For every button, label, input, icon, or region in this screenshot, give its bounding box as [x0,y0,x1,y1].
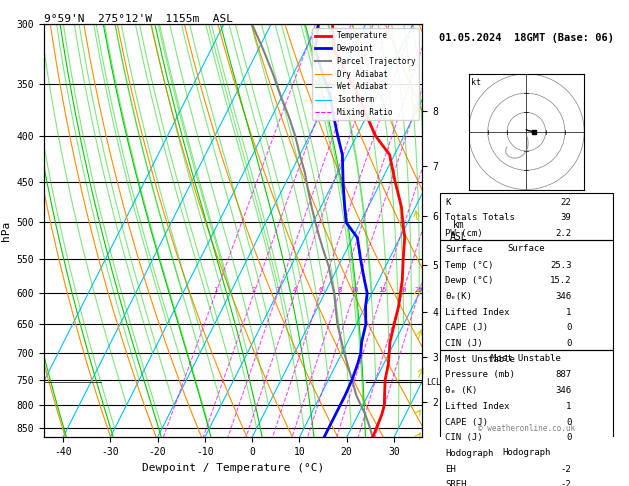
Text: 2.2: 2.2 [555,229,571,238]
Text: CIN (J): CIN (J) [445,339,483,348]
Text: Lifted Index: Lifted Index [445,402,509,411]
Text: Surface: Surface [508,244,545,253]
Text: 25: 25 [415,287,423,293]
Text: EH: EH [445,465,456,474]
Text: 25.3: 25.3 [550,260,571,270]
Text: 2: 2 [252,287,256,293]
Text: Hodograph: Hodograph [445,449,494,458]
Text: CAPE (J): CAPE (J) [445,417,488,427]
Text: Hodograph: Hodograph [502,449,550,457]
Text: θₑ (K): θₑ (K) [445,386,477,395]
Text: 346: 346 [555,292,571,301]
Text: 887: 887 [555,370,571,380]
Text: 20: 20 [398,287,407,293]
Text: LCL: LCL [426,378,441,387]
Text: -2: -2 [560,465,571,474]
Y-axis label: hPa: hPa [1,221,11,241]
Legend: Temperature, Dewpoint, Parcel Trajectory, Dry Adiabat, Wet Adiabat, Isotherm, Mi: Temperature, Dewpoint, Parcel Trajectory… [313,28,418,120]
Text: 3: 3 [276,287,280,293]
Text: 0: 0 [566,434,571,442]
Text: 39: 39 [560,213,571,223]
Text: -2: -2 [560,480,571,486]
Text: 10: 10 [350,287,359,293]
Text: Totals Totals: Totals Totals [445,213,515,223]
Text: SREH: SREH [445,480,467,486]
Text: 1: 1 [566,308,571,317]
Text: 15: 15 [378,287,386,293]
Text: Temp (°C): Temp (°C) [445,260,494,270]
Text: Most Unstable: Most Unstable [491,354,561,363]
Text: CAPE (J): CAPE (J) [445,323,488,332]
Text: 0: 0 [566,417,571,427]
Text: 9°59'N  275°12'W  1155m  ASL: 9°59'N 275°12'W 1155m ASL [44,14,233,23]
Text: Pressure (mb): Pressure (mb) [445,370,515,380]
X-axis label: Dewpoint / Temperature (°C): Dewpoint / Temperature (°C) [142,463,325,473]
Text: Dewp (°C): Dewp (°C) [445,277,494,285]
Text: © weatheronline.co.uk: © weatheronline.co.uk [478,424,575,434]
Y-axis label: km
ASL: km ASL [450,220,467,242]
Text: 1: 1 [214,287,218,293]
Text: 01.05.2024  18GMT (Base: 06): 01.05.2024 18GMT (Base: 06) [439,33,614,43]
Text: 6: 6 [318,287,323,293]
Text: 0: 0 [566,323,571,332]
Text: kt: kt [471,79,481,87]
Text: 1: 1 [566,402,571,411]
Text: θₑ(K): θₑ(K) [445,292,472,301]
Text: 15.2: 15.2 [550,277,571,285]
Text: 0: 0 [566,339,571,348]
Text: 22: 22 [560,198,571,207]
Text: 4: 4 [293,287,298,293]
Text: Most Unstable: Most Unstable [445,355,515,364]
Text: Surface: Surface [445,245,483,254]
Text: PW (cm): PW (cm) [445,229,483,238]
Text: Lifted Index: Lifted Index [445,308,509,317]
Text: K: K [445,198,450,207]
Text: 8: 8 [337,287,342,293]
Text: CIN (J): CIN (J) [445,434,483,442]
Text: 346: 346 [555,386,571,395]
